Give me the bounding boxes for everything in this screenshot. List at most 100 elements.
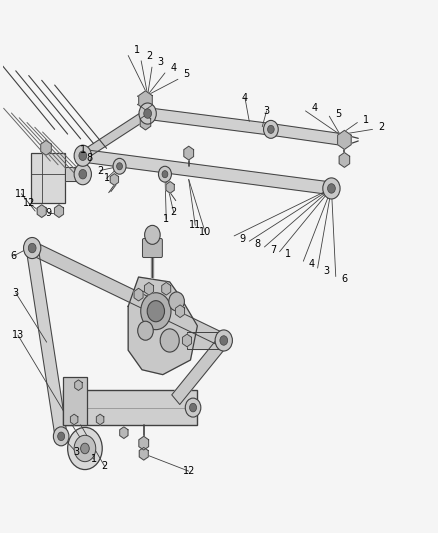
Text: 4: 4 (309, 259, 315, 269)
Text: 10: 10 (199, 227, 211, 237)
Text: 11: 11 (189, 220, 201, 230)
FancyBboxPatch shape (31, 153, 66, 203)
Text: 4: 4 (170, 63, 177, 72)
Text: 3: 3 (264, 106, 270, 116)
Circle shape (160, 329, 179, 352)
Polygon shape (110, 174, 118, 185)
Circle shape (328, 184, 336, 193)
Polygon shape (66, 167, 83, 181)
Text: 4: 4 (311, 103, 317, 114)
Polygon shape (338, 131, 351, 149)
Text: 2: 2 (101, 461, 107, 471)
FancyBboxPatch shape (142, 239, 162, 257)
Polygon shape (166, 182, 174, 193)
Polygon shape (147, 108, 272, 135)
Circle shape (162, 171, 168, 178)
Circle shape (185, 398, 201, 417)
Text: 1: 1 (285, 249, 291, 260)
Circle shape (144, 109, 152, 118)
Circle shape (169, 292, 184, 311)
Text: 2: 2 (170, 207, 177, 217)
Text: 12: 12 (22, 198, 35, 208)
Polygon shape (183, 334, 191, 347)
Text: 13: 13 (12, 330, 24, 340)
Text: 2: 2 (147, 51, 153, 61)
Circle shape (67, 427, 102, 470)
FancyBboxPatch shape (64, 377, 87, 425)
Circle shape (190, 403, 197, 412)
Circle shape (113, 158, 126, 174)
Text: 3: 3 (158, 57, 164, 67)
Circle shape (159, 166, 171, 182)
Polygon shape (37, 205, 46, 217)
Polygon shape (140, 115, 151, 130)
Text: 3: 3 (13, 288, 19, 298)
Circle shape (264, 120, 278, 139)
Circle shape (28, 243, 36, 253)
Circle shape (117, 163, 123, 170)
Polygon shape (120, 427, 128, 439)
Circle shape (141, 293, 171, 330)
Text: 1: 1 (134, 45, 140, 55)
Circle shape (79, 169, 87, 179)
Circle shape (139, 103, 156, 124)
Polygon shape (184, 146, 194, 160)
Text: 8: 8 (255, 239, 261, 249)
Polygon shape (270, 124, 345, 146)
Circle shape (79, 151, 87, 160)
Text: 2: 2 (378, 122, 384, 132)
Text: 5: 5 (335, 109, 341, 118)
Text: 7: 7 (270, 245, 276, 255)
Circle shape (81, 443, 89, 454)
Circle shape (74, 435, 96, 462)
Circle shape (215, 330, 233, 351)
Text: 6: 6 (341, 274, 347, 284)
Polygon shape (145, 282, 153, 295)
Polygon shape (139, 91, 152, 110)
Text: 8: 8 (86, 154, 92, 164)
Polygon shape (139, 447, 148, 460)
Polygon shape (139, 437, 148, 450)
Circle shape (145, 225, 160, 244)
Circle shape (58, 432, 65, 441)
Text: 9: 9 (240, 233, 246, 244)
Text: 2: 2 (97, 166, 103, 175)
Text: 4: 4 (242, 93, 248, 103)
Text: 1: 1 (363, 115, 369, 125)
Text: 5: 5 (184, 69, 190, 79)
Text: 12: 12 (183, 466, 195, 476)
Circle shape (74, 145, 92, 166)
Polygon shape (75, 380, 82, 391)
Polygon shape (41, 140, 51, 155)
Polygon shape (81, 109, 149, 160)
Circle shape (323, 178, 340, 199)
Circle shape (53, 427, 69, 446)
Polygon shape (176, 305, 184, 318)
Text: 1: 1 (91, 454, 97, 464)
Polygon shape (54, 205, 64, 217)
Polygon shape (128, 277, 198, 375)
Circle shape (268, 125, 274, 133)
Polygon shape (339, 152, 350, 167)
Circle shape (74, 164, 92, 185)
FancyBboxPatch shape (64, 391, 198, 425)
Polygon shape (30, 241, 226, 347)
Circle shape (24, 238, 41, 259)
Polygon shape (172, 336, 228, 405)
Polygon shape (96, 414, 104, 425)
Circle shape (220, 336, 228, 345)
Circle shape (138, 321, 153, 340)
Text: 1: 1 (103, 173, 110, 183)
Polygon shape (162, 282, 171, 295)
Polygon shape (187, 332, 224, 349)
Text: 9: 9 (45, 208, 51, 217)
Text: 3: 3 (323, 266, 329, 276)
Polygon shape (26, 247, 67, 438)
Text: 11: 11 (15, 189, 28, 199)
Polygon shape (134, 288, 143, 301)
Text: 1: 1 (163, 214, 170, 224)
Polygon shape (71, 414, 78, 425)
Circle shape (147, 301, 165, 322)
Text: 6: 6 (11, 251, 17, 261)
Text: 3: 3 (73, 447, 79, 457)
